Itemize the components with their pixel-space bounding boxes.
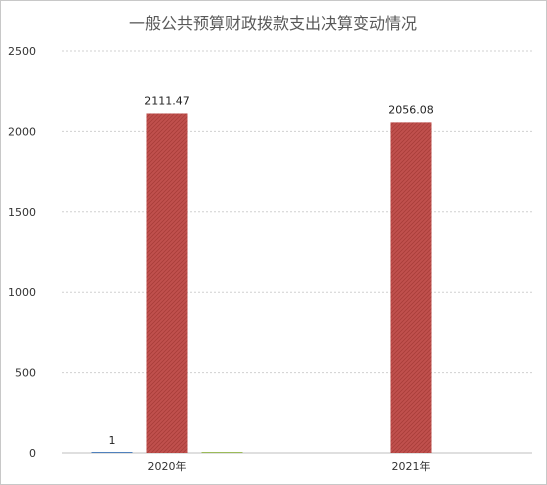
- bar-series-0-0: [91, 452, 133, 453]
- bar-series-1-0: [146, 113, 188, 454]
- y-tick-label: 0: [29, 447, 36, 460]
- y-tick-label: 2000: [8, 125, 36, 138]
- y-tick-label: 1000: [8, 286, 36, 299]
- data-label: 1: [109, 434, 116, 447]
- data-labels: 1 2111.47 2056.08: [109, 94, 434, 446]
- x-axis-categories: 2020年 2021年: [148, 459, 431, 473]
- gridlines: [62, 50, 532, 454]
- data-label: 2111.47: [144, 94, 190, 107]
- y-tick-label: 1500: [8, 206, 36, 219]
- chart-title: 一般公共预算财政拨款支出决算变动情况: [129, 14, 417, 33]
- bar-series-2-0: [201, 452, 243, 453]
- bars: [91, 113, 432, 454]
- y-axis-ticks: 0 500 1000 1500 2000 2500: [8, 45, 36, 460]
- y-tick-label: 500: [15, 367, 36, 380]
- bar-series-1-1: [390, 122, 432, 454]
- x-category-label: 2020年: [148, 459, 187, 473]
- x-category-label: 2021年: [392, 459, 431, 473]
- data-label: 2056.08: [388, 103, 434, 116]
- y-tick-label: 2500: [8, 45, 36, 58]
